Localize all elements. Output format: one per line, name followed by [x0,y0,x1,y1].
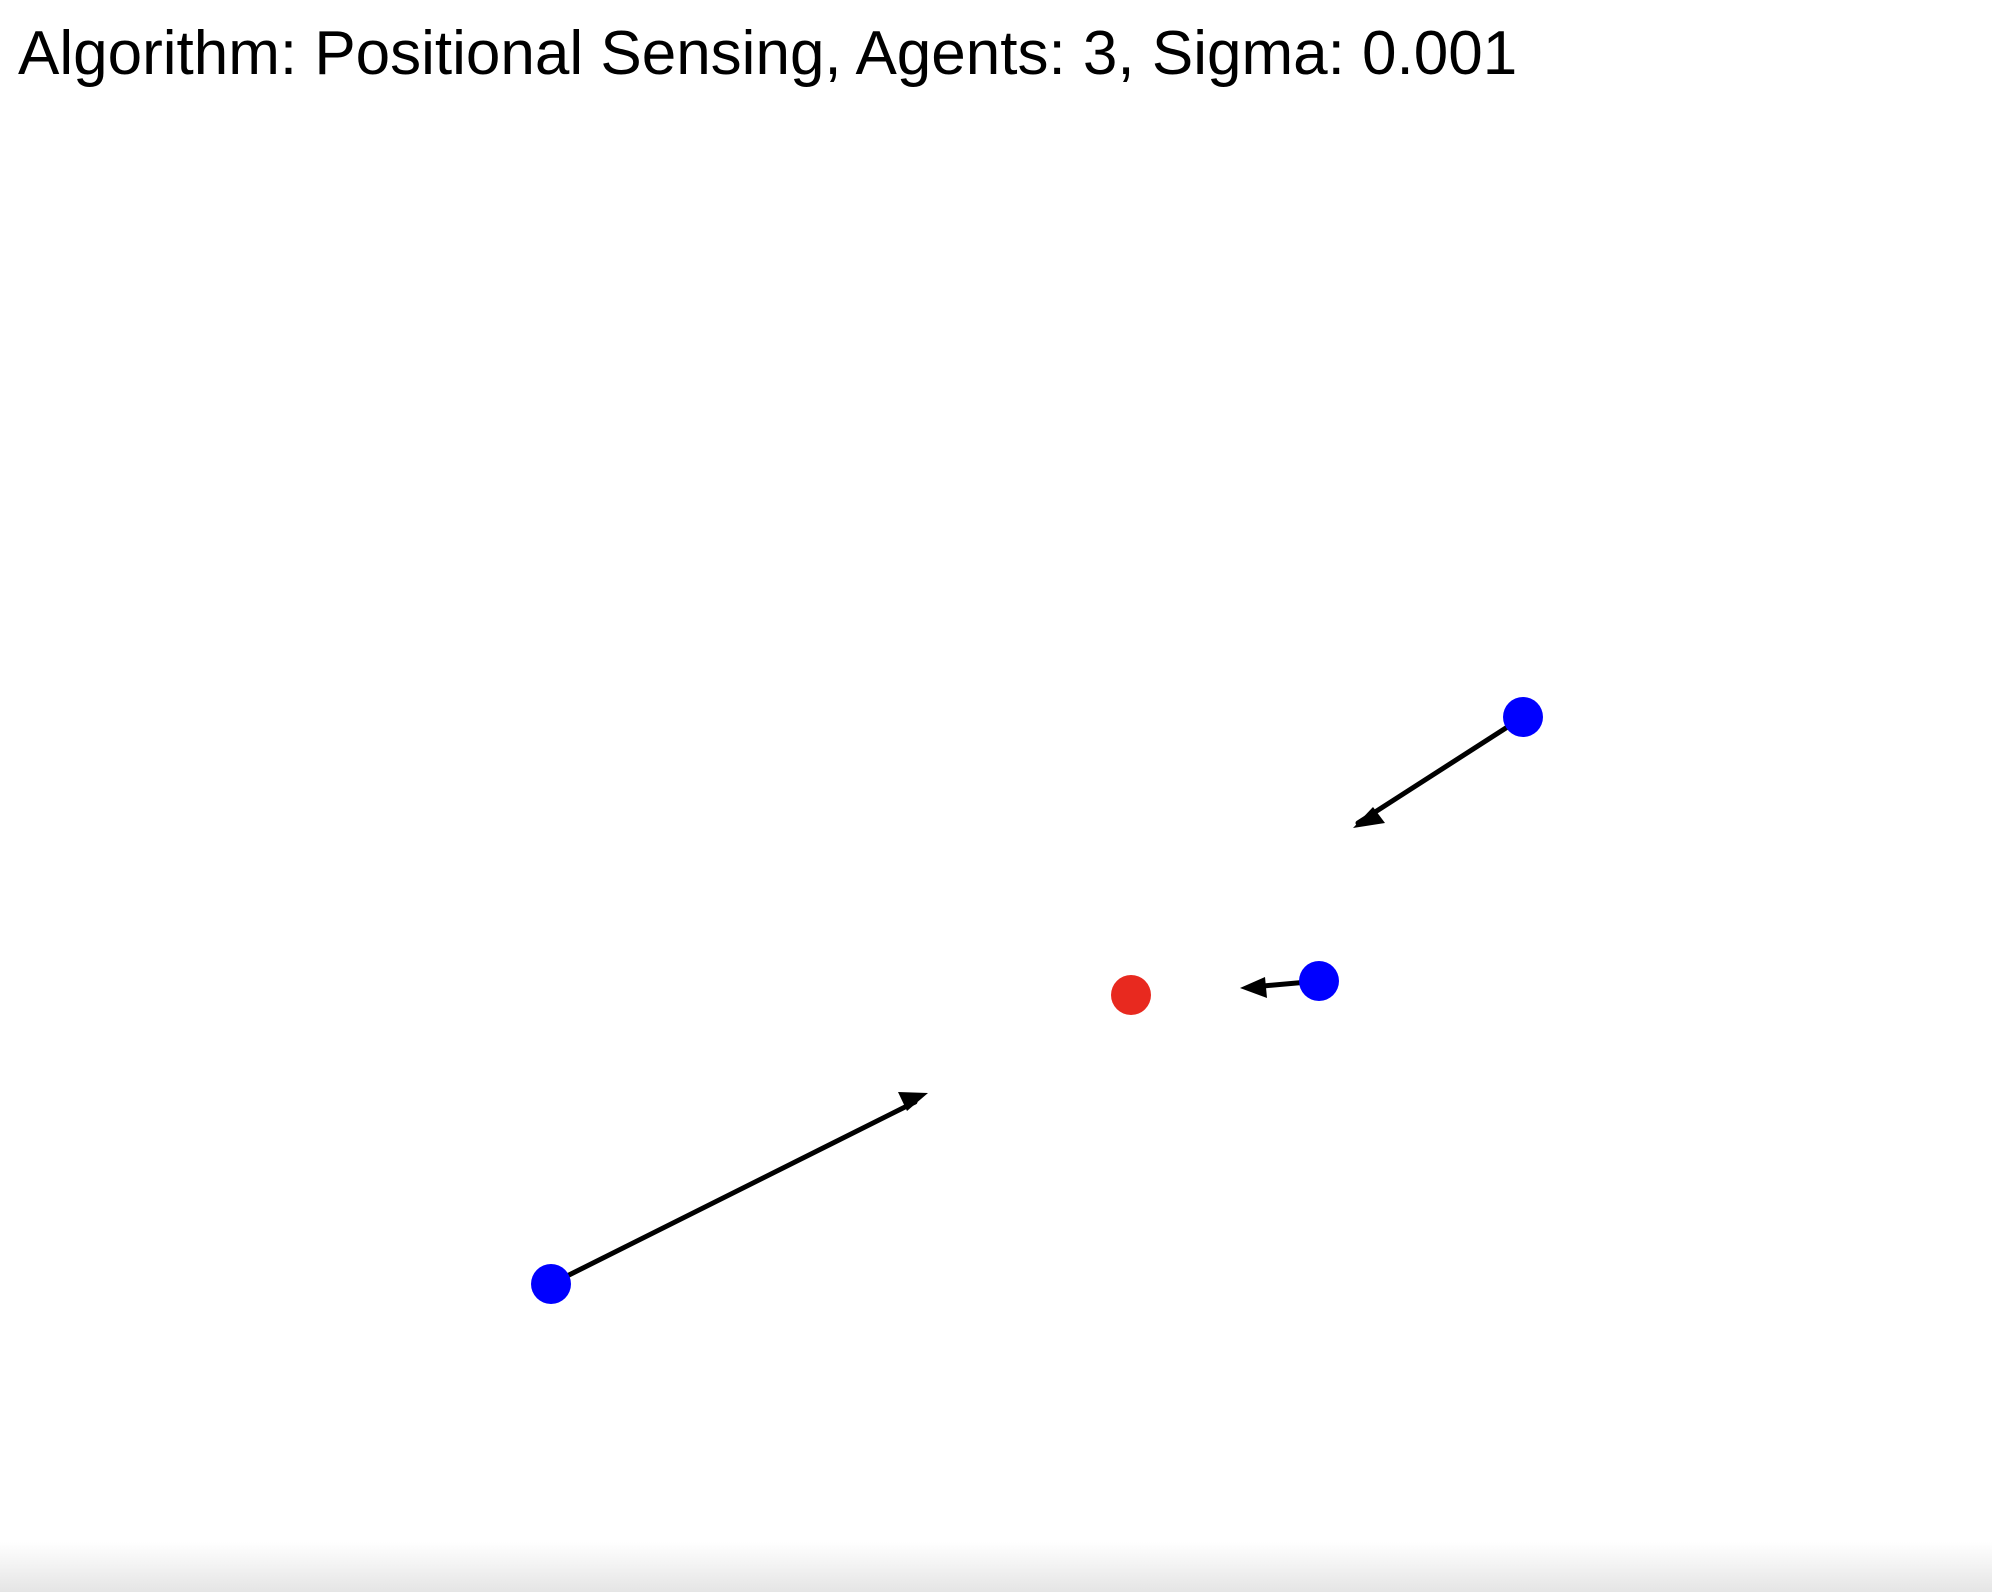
agent-1-velocity-arrow [1355,714,1526,826]
agent-3-arrowhead [898,1092,928,1111]
status-title: Algorithm: Positional Sensing, Agents: 3… [18,19,1518,88]
agent-1-marker [1503,697,1543,737]
velocity-arrows [548,714,1526,1287]
target-marker [1111,975,1151,1015]
agent-3-velocity-arrow [548,1099,918,1287]
window-bottom-edge [0,1542,1992,1592]
agent-2-marker [1299,961,1339,1001]
agent-2-arrowhead [1240,977,1267,998]
agent-3-marker [531,1264,571,1304]
agent-1-arrowhead [1353,807,1385,828]
